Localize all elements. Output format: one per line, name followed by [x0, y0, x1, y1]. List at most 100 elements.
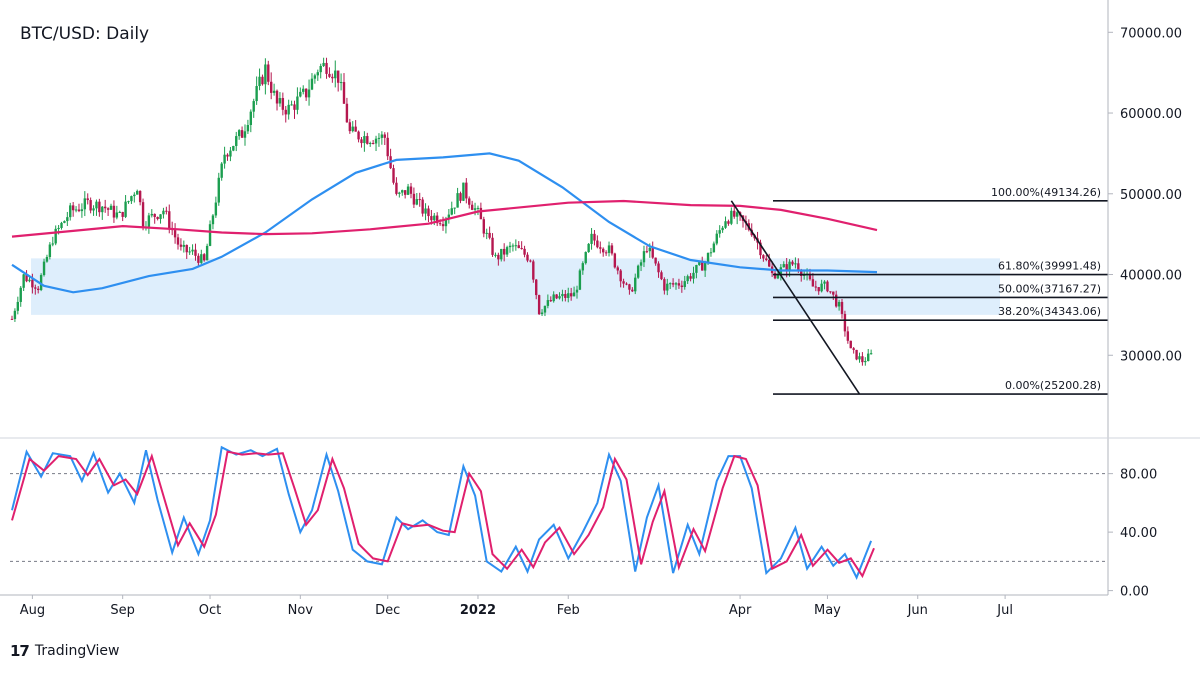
- candle-body: [701, 261, 704, 271]
- candle-body: [124, 201, 127, 217]
- candle-body: [846, 331, 850, 341]
- candle-body: [153, 213, 156, 217]
- candle-body: [415, 199, 419, 205]
- candle-body: [357, 131, 360, 140]
- candle-body: [398, 192, 401, 194]
- candle-body: [284, 109, 287, 115]
- candle-body: [575, 289, 579, 293]
- candle-body: [307, 89, 311, 98]
- candle-body: [438, 223, 442, 225]
- fib-level-label: 0.00%(25200.28): [1005, 379, 1101, 392]
- candle-body: [345, 103, 349, 123]
- candle-body: [188, 251, 191, 253]
- candle-body: [412, 193, 416, 205]
- candle-body: [785, 264, 788, 272]
- candle-body: [695, 265, 698, 273]
- candle-body: [497, 254, 500, 260]
- candle-body: [203, 254, 206, 261]
- candle-body: [98, 201, 101, 213]
- candle-body: [147, 215, 151, 227]
- chart-title: BTC/USD: Daily: [20, 24, 150, 44]
- candle-body: [494, 254, 497, 256]
- candle-body: [141, 202, 145, 228]
- candle-body: [150, 213, 153, 216]
- fib-level-label: 61.80%(39991.48): [998, 260, 1101, 273]
- candle-body: [127, 201, 130, 203]
- candle-body: [331, 76, 334, 79]
- candle-body: [735, 212, 739, 217]
- candle-body: [564, 293, 567, 298]
- candle-body: [424, 208, 427, 214]
- candle-body: [636, 265, 640, 278]
- candle-body: [217, 177, 220, 203]
- candle-body: [363, 136, 366, 144]
- candle-body: [427, 208, 430, 217]
- fibonacci-retracement: 100.00%(49134.26) 61.80%(39991.48) 50.00%(…: [730, 186, 1108, 395]
- candle-body: [817, 287, 820, 292]
- candle-body: [304, 88, 308, 98]
- candle-body: [57, 227, 60, 229]
- candle-body: [109, 205, 113, 210]
- tradingview-brand[interactable]: 17 TradingView: [10, 642, 119, 660]
- candle-body: [858, 356, 861, 360]
- candle-body: [671, 283, 675, 285]
- candle-body: [354, 126, 357, 132]
- fib-level-label: 50.00%(37167.27): [998, 282, 1101, 295]
- support-zone: [31, 258, 1000, 315]
- candle-body: [322, 62, 325, 66]
- candle-body: [173, 230, 177, 238]
- candle-body: [220, 163, 223, 178]
- candle-body: [648, 247, 651, 252]
- moving-average-line-200: [11, 199, 878, 238]
- candle-body: [450, 208, 453, 215]
- candle-body: [130, 196, 133, 202]
- candle-body: [86, 198, 89, 201]
- candle-body: [549, 300, 552, 302]
- candle-body: [366, 136, 369, 144]
- y-axis-tick-label: 70000.00: [1120, 26, 1182, 41]
- candle-body: [558, 296, 561, 299]
- candle-body: [709, 252, 713, 254]
- candle-body: [115, 212, 119, 218]
- candle-body: [168, 211, 171, 229]
- candle-body: [762, 255, 765, 259]
- x-axis-tick-label: May: [814, 603, 841, 618]
- candle-body: [540, 312, 544, 315]
- candle-body: [194, 249, 197, 256]
- x-axis-tick-label: Aug: [20, 603, 45, 618]
- candle-body: [546, 300, 550, 306]
- candle-body: [433, 215, 436, 221]
- candle-body: [727, 221, 730, 224]
- candle-body: [843, 313, 847, 332]
- candle-body: [200, 254, 203, 263]
- candle-body: [837, 301, 841, 307]
- candle-body: [351, 126, 354, 132]
- candle-body: [156, 216, 159, 219]
- x-axis-tick-label: Jul: [996, 603, 1013, 618]
- candle-body: [249, 111, 253, 125]
- candle-body: [730, 210, 733, 224]
- candle-body: [867, 353, 870, 362]
- candle-body: [834, 294, 838, 307]
- osc-axis-tick-label: 80.00: [1120, 468, 1157, 483]
- candle-body: [406, 186, 410, 195]
- candle-body: [290, 104, 293, 106]
- candle-body: [237, 130, 241, 137]
- candle-body: [103, 206, 107, 209]
- x-axis-tick-label: Nov: [288, 603, 314, 618]
- candle-body: [622, 281, 625, 284]
- stochastic-k-line: [11, 445, 873, 580]
- candle-body: [374, 138, 378, 144]
- candle-body: [680, 285, 684, 288]
- candle-body: [441, 224, 445, 227]
- candle-body: [319, 65, 322, 73]
- candle-body: [470, 204, 474, 210]
- candlestick-series: [10, 57, 873, 366]
- candle-body: [95, 201, 98, 209]
- candle-body: [639, 262, 643, 266]
- candle-body: [101, 206, 104, 213]
- candle-body: [83, 198, 87, 210]
- candle-body: [162, 210, 165, 215]
- candle-body: [619, 270, 622, 282]
- candle-body: [759, 242, 762, 256]
